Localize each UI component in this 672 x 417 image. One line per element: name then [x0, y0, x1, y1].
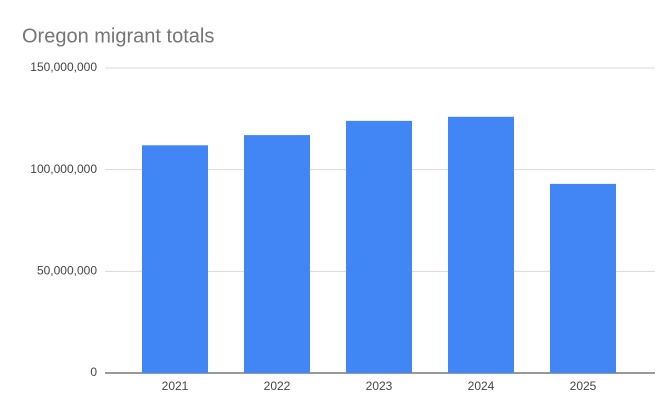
- x-tick-label: 2025: [570, 379, 597, 393]
- x-tick-label: 2024: [468, 379, 495, 393]
- x-tick-label: 2023: [366, 379, 393, 393]
- x-tick-label: 2022: [264, 379, 291, 393]
- y-tick-label: 50,000,000: [37, 264, 97, 278]
- bar: [550, 183, 616, 373]
- chart-title: Oregon migrant totals: [22, 25, 214, 47]
- bar: [448, 116, 514, 374]
- bar: [346, 120, 412, 373]
- bar: [142, 145, 208, 373]
- y-tick-label: 0: [90, 365, 97, 379]
- bar: [244, 135, 310, 373]
- x-tick-label: 2021: [162, 379, 189, 393]
- y-tick-label: 100,000,000: [30, 162, 97, 176]
- y-tick-label: 150,000,000: [30, 60, 97, 74]
